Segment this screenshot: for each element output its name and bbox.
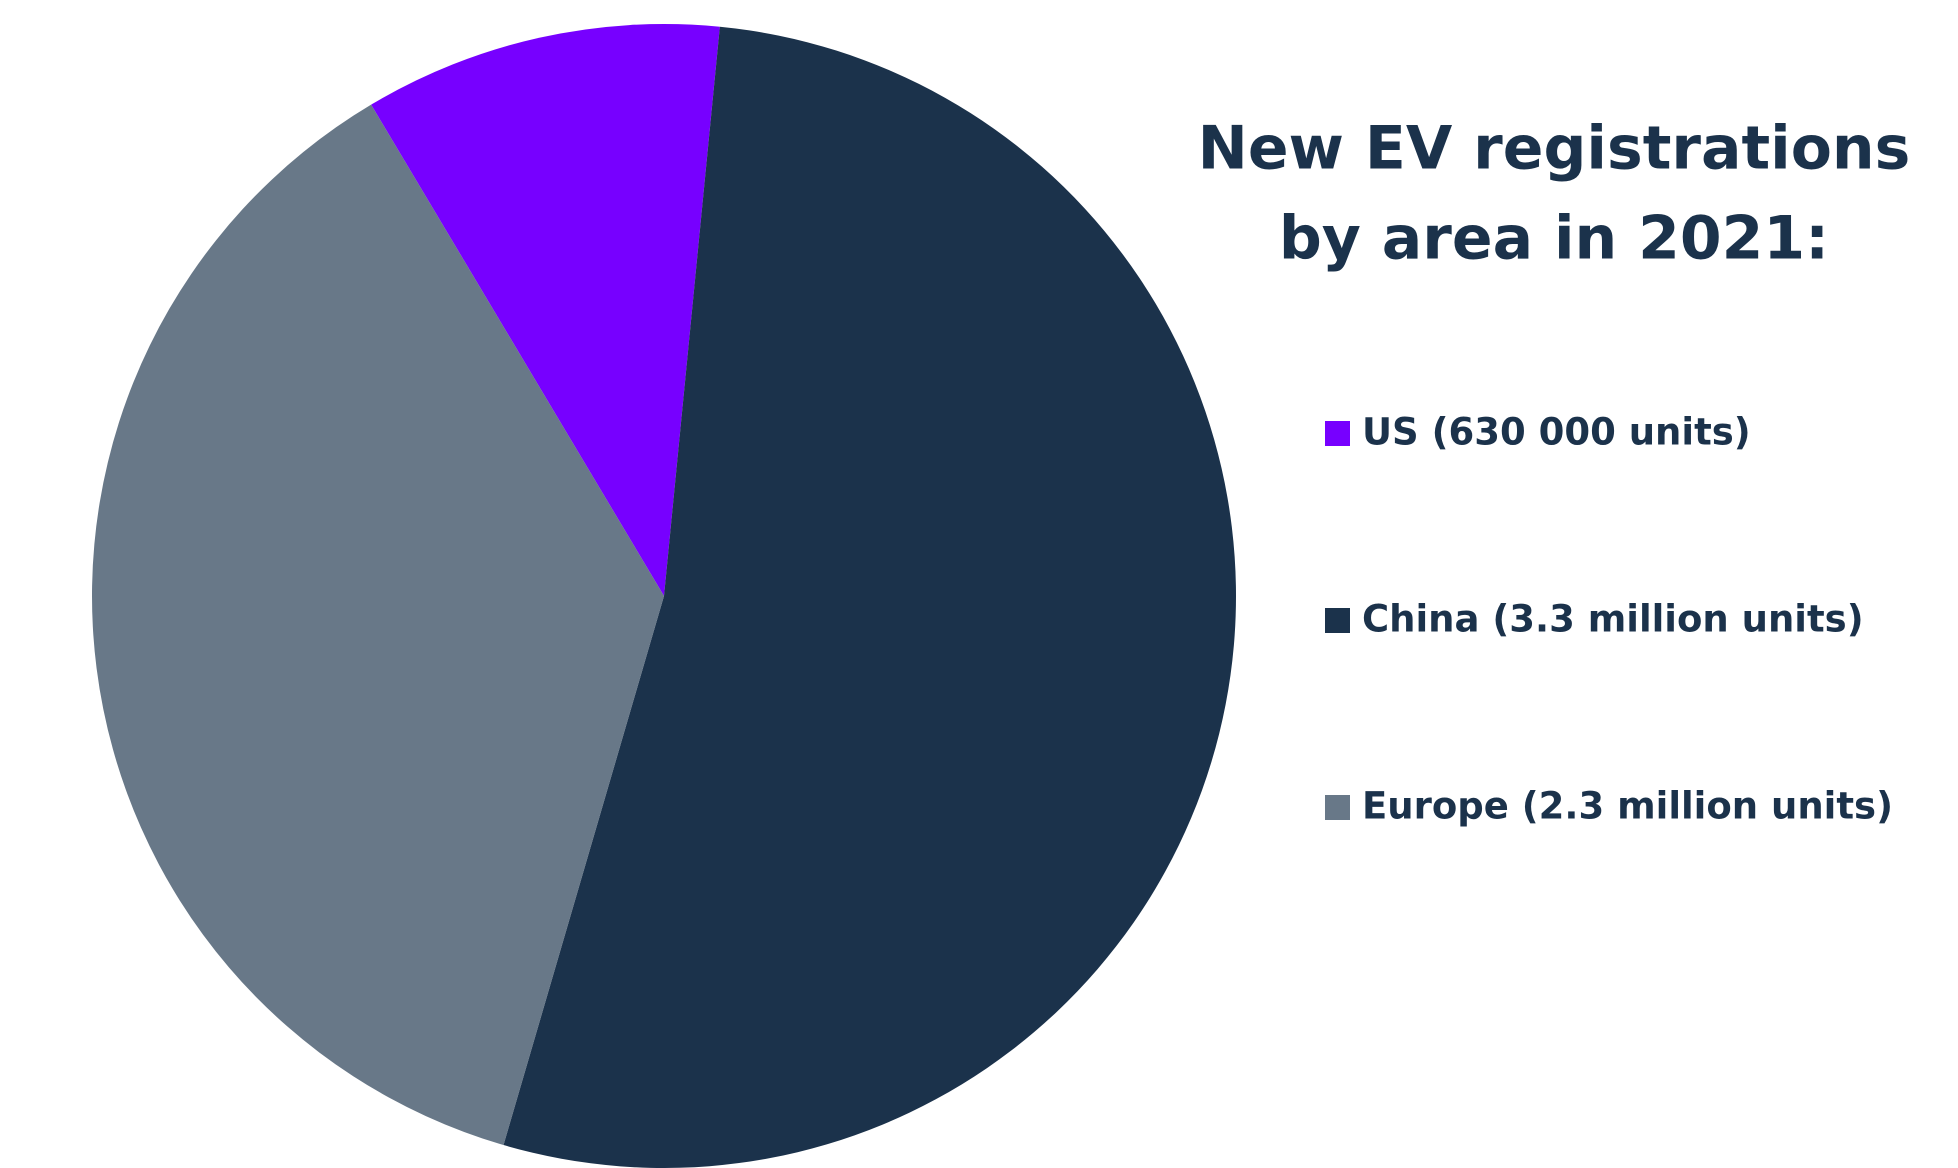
legend-label: Europe (2.3 million units) xyxy=(1362,785,1893,828)
chart-title: New EV registrations xyxy=(1198,114,1911,184)
legend: US (630 000 units) China (3.3 million uni… xyxy=(1325,411,1893,828)
chart-title: by area in 2021: xyxy=(1279,204,1829,274)
legend-swatch xyxy=(1325,608,1350,633)
pie-slice xyxy=(371,24,720,597)
legend-label: China (3.3 million units) xyxy=(1362,598,1864,641)
pie xyxy=(92,24,1236,1168)
legend-swatch xyxy=(1325,795,1350,820)
legend-swatch xyxy=(1325,421,1350,446)
pie-slice xyxy=(503,26,1236,1168)
pie-slice xyxy=(92,104,665,1146)
legend-label: US (630 000 units) xyxy=(1362,411,1751,454)
